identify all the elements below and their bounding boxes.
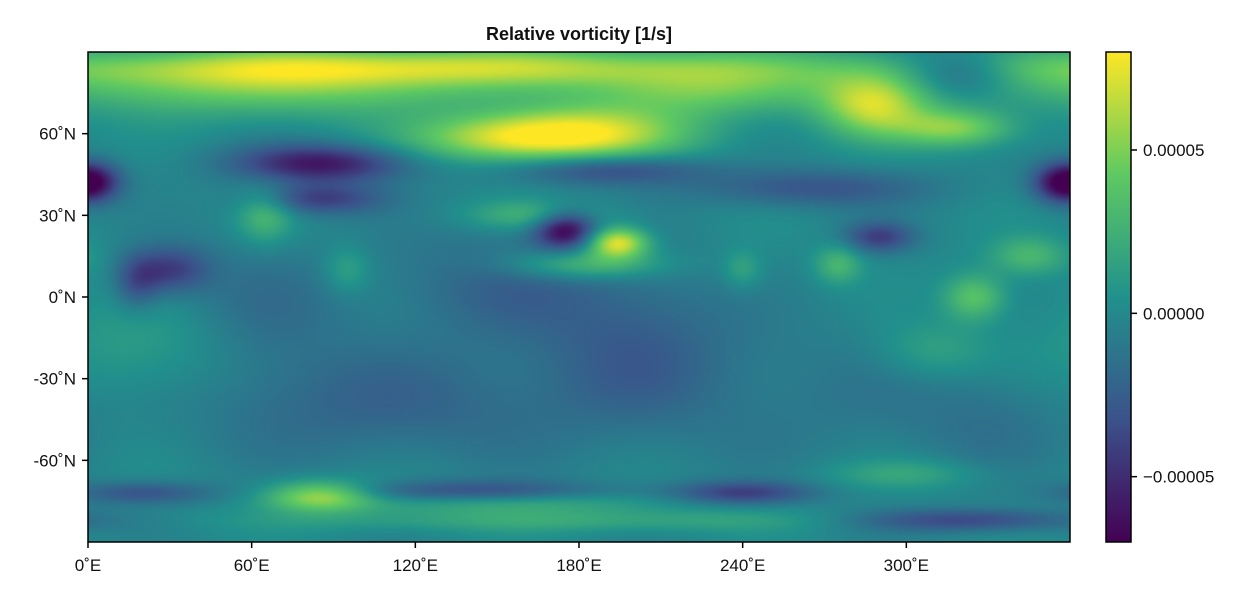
colorbar-gradient xyxy=(1105,51,1132,543)
y-tick-label: 60˚N xyxy=(39,125,76,144)
colorbar: 0.00005 0.00000 −0.00005 xyxy=(1105,51,1214,543)
x-tick-label: 240˚E xyxy=(720,556,765,575)
x-tick-label: 120˚E xyxy=(393,556,438,575)
y-tick-label: 0˚N xyxy=(49,288,76,307)
colorbar-tick-label: 0.00005 xyxy=(1143,141,1204,160)
y-axis: 60˚N 30˚N 0˚N -30˚N -60˚N xyxy=(33,125,88,470)
x-tick-label: 60˚E xyxy=(234,556,270,575)
x-tick-label: 0˚E xyxy=(75,556,101,575)
chart-title: Relative vorticity [1/s] xyxy=(486,24,672,44)
colorbar-ticks: 0.00005 0.00000 −0.00005 xyxy=(1131,141,1214,487)
heatmap-plot-area xyxy=(87,51,1071,543)
colorbar-tick-label: −0.00005 xyxy=(1143,468,1214,487)
vorticity-heatmap xyxy=(88,52,1070,542)
colorbar-tick-label: 0.00000 xyxy=(1143,304,1204,323)
x-tick-label: 180˚E xyxy=(556,556,601,575)
x-axis: 0˚E 60˚E 120˚E 180˚E 240˚E 300˚E xyxy=(75,542,929,575)
y-tick-label: -30˚N xyxy=(33,370,76,389)
x-tick-label: 300˚E xyxy=(884,556,929,575)
y-tick-label: 30˚N xyxy=(39,206,76,225)
y-tick-label: -60˚N xyxy=(33,451,76,470)
